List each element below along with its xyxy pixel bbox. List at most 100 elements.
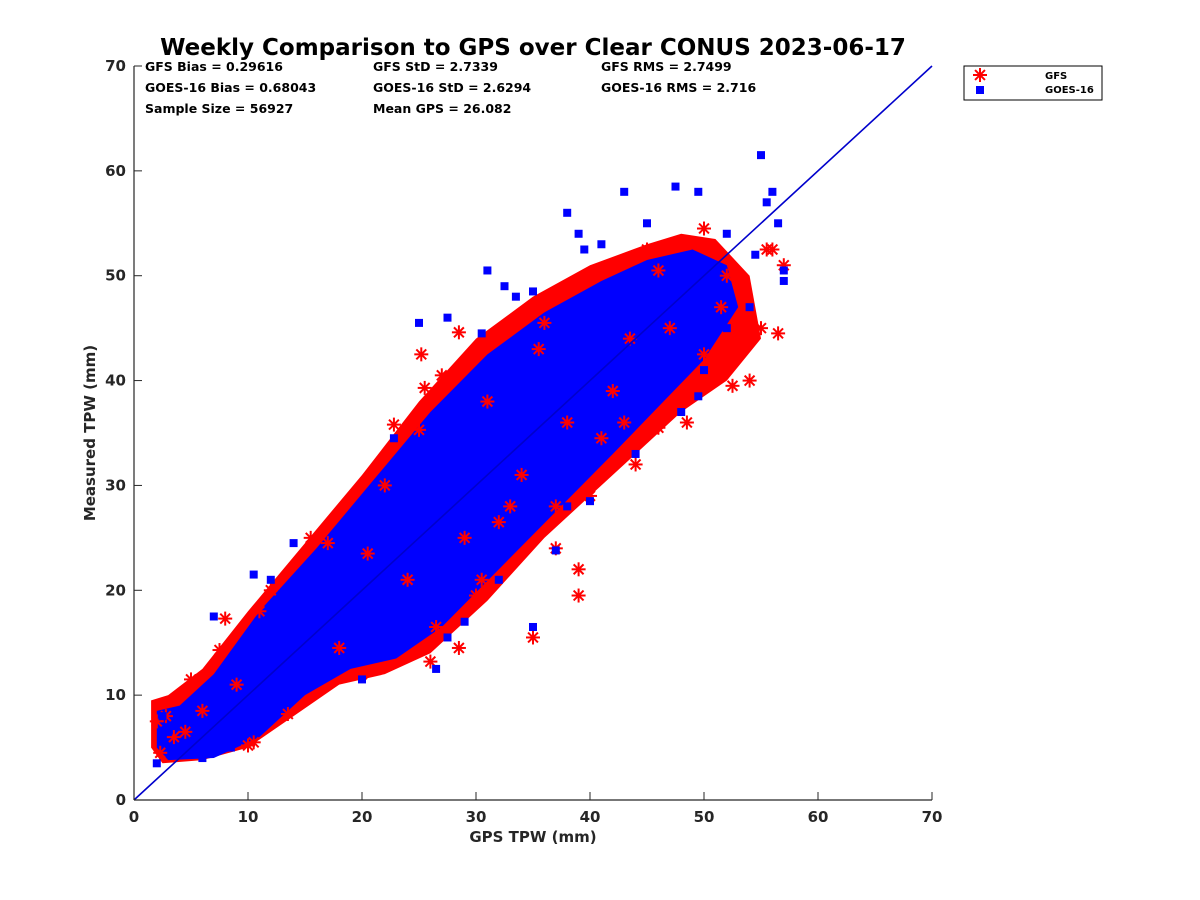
goes16-point: [164, 727, 173, 736]
legend-goes16-square: [976, 86, 984, 94]
gfs-point: [178, 724, 193, 739]
goes16-point-cloud: [156, 249, 739, 761]
gfs-point: [412, 422, 426, 437]
gfs-point: [685, 378, 700, 393]
goes16-point: [597, 240, 606, 249]
goes16-point: [323, 638, 332, 647]
goes16-point: [745, 303, 754, 312]
gfs-point: [229, 677, 244, 692]
gfs-point: [184, 672, 198, 687]
gfs-point: [628, 457, 643, 472]
legend-box: [963, 65, 1103, 101]
goes16-point: [460, 617, 469, 626]
gfs-point: [280, 707, 295, 722]
goes16-point: [643, 219, 651, 228]
gfs-point: [263, 583, 278, 598]
gfs-point: [640, 242, 654, 257]
axes: 0 10 20 30 40 50 60 70 0 10 20 30 40 50 60 70: [105, 57, 942, 826]
gfs-point: [423, 654, 438, 669]
chart-title: Weekly Comparison to GPS over Clear CONU…: [160, 35, 906, 61]
goes16-point: [511, 292, 520, 301]
goes16-point: [432, 664, 441, 673]
goes16-point: [722, 229, 731, 238]
gfs-point: [451, 325, 466, 340]
gfs-point: [332, 640, 347, 655]
gfs-point: [491, 515, 506, 530]
statistics-annotation: GFS Bias = 0.29616 GFS StD = 2.7339 GFS …: [145, 59, 756, 116]
goes16-point: [597, 376, 606, 385]
x-axis-label: GPS TPW (mm): [469, 828, 596, 846]
goes16-point: [443, 313, 452, 322]
goes16-point: [762, 198, 771, 207]
goes16-point: [757, 151, 765, 160]
gfs-point: [725, 378, 740, 393]
goes16-point: [500, 282, 509, 291]
gfs-point: [503, 499, 518, 514]
legend-gfs-label: GFS: [1045, 71, 1067, 82]
gfs-point: [731, 321, 746, 336]
gfs-point: [526, 630, 540, 645]
goes16-point: [158, 712, 167, 721]
gfs-point: [514, 467, 529, 482]
gfs-point: [605, 384, 620, 399]
stat-gfs-rms: GFS RMS = 2.7499: [601, 59, 732, 74]
stat-goes16-bias: GOES-16 Bias = 0.68043: [145, 80, 316, 95]
gfs-point: [153, 745, 168, 760]
gfs-point: [765, 242, 780, 257]
stat-gfs-std: GFS StD = 2.7339: [373, 59, 498, 74]
stat-goes16-rms: GOES-16 RMS = 2.716: [601, 80, 756, 95]
gfs-point: [742, 373, 757, 388]
gfs-point: [252, 604, 267, 619]
gfs-point: [719, 268, 734, 283]
goes16-point: [551, 546, 560, 555]
gfs-point: [560, 415, 575, 430]
gfs-point: [548, 499, 563, 514]
gfs-point: [434, 368, 449, 383]
gfs-point: [674, 394, 689, 409]
gfs-point: [594, 431, 609, 446]
goes16-point: [608, 429, 617, 437]
goes16-point: [677, 408, 686, 417]
goes16-point: [443, 633, 452, 642]
stat-mean-gps: Mean GPS = 26.082: [373, 101, 511, 116]
goes16-point: [249, 570, 258, 579]
goes16-point: [529, 287, 537, 296]
y-tick-label: 50: [105, 267, 126, 285]
gfs-point: [212, 643, 227, 658]
gfs-point: [571, 562, 586, 577]
gfs-point: [386, 417, 401, 432]
legend-goes16-marker: [976, 86, 984, 94]
goes16-point: [301, 643, 309, 652]
gfs-point: [166, 730, 181, 745]
goes16-point: [266, 575, 275, 584]
goes16-point: [700, 366, 708, 375]
y-tick-label: 10: [105, 686, 126, 704]
gfs-point: [218, 611, 233, 626]
legend-gfs-marker: [973, 68, 987, 82]
x-tick-label: 30: [466, 808, 487, 826]
goes16-point: [768, 187, 777, 196]
stat-goes16-std: GOES-16 StD = 2.6294: [373, 80, 531, 95]
plot-area: [133, 65, 933, 801]
x-tick-label: 10: [238, 808, 259, 826]
goes16-point: [779, 276, 788, 285]
gfs-point: [651, 420, 666, 435]
series-gfs: [149, 221, 791, 760]
gfs-point: [697, 221, 711, 236]
gfs-point: [617, 415, 632, 430]
x-tick-label: 20: [352, 808, 373, 826]
gfs-point: [246, 735, 261, 750]
gfs-point: [377, 478, 392, 493]
goes16-point: [335, 596, 344, 605]
gfs-point: [537, 315, 552, 330]
legend-gfs-asterisk: [973, 68, 987, 82]
gfs-point: [451, 640, 466, 655]
gfs-point: [480, 394, 495, 409]
x-tick-label: 0: [129, 808, 139, 826]
stat-gfs-bias: GFS Bias = 0.29616: [145, 59, 283, 74]
gfs-point: [429, 619, 444, 634]
gfs-point: [417, 380, 432, 395]
goes16-point: [563, 502, 572, 511]
y-tick-label: 0: [116, 791, 126, 809]
gfs-point: [474, 572, 489, 587]
